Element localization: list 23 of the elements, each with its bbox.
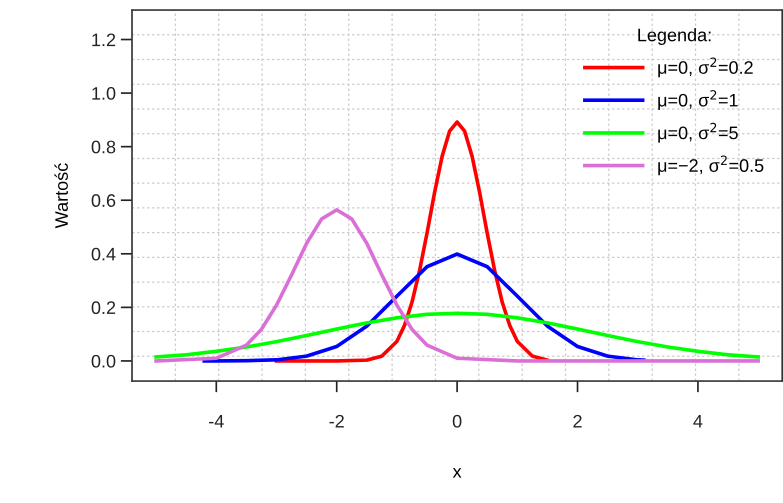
- legend-title: Legenda:: [638, 28, 711, 45]
- y-tick-label: 0.6: [92, 194, 116, 207]
- legend-label: μ=−2, σ$^{2}$=0.5: [658, 155, 764, 176]
- line-series: [154, 311, 760, 359]
- y-tick-label: 0.0: [92, 354, 116, 368]
- legend-label: μ=0, σ$^{2}$=0.2: [658, 57, 753, 78]
- x-tick-label: 0: [452, 414, 462, 428]
- y-tick-label: 1.0: [92, 87, 116, 100]
- line-series: [154, 208, 760, 363]
- y-tick-label: 0.4: [92, 248, 116, 261]
- x-tick-label: -4: [209, 415, 224, 428]
- x-tick-label: -2: [329, 414, 344, 428]
- line-series: [202, 252, 646, 363]
- y-tick-label: 1.2: [92, 33, 116, 46]
- y-tick-label: 0.2: [92, 301, 116, 314]
- legend-label: μ=0, σ$^{2}$=1: [658, 90, 738, 110]
- x-tick-label: 4: [693, 415, 702, 428]
- y-tick-label: 0.8: [92, 140, 116, 154]
- line-series: [274, 120, 550, 363]
- x-tick-label: 2: [573, 414, 582, 428]
- y-axis-title: Wartość: [54, 163, 68, 228]
- legend-label: μ=0, σ$^{2}$=5: [658, 122, 738, 143]
- x-axis-title: x: [452, 468, 462, 478]
